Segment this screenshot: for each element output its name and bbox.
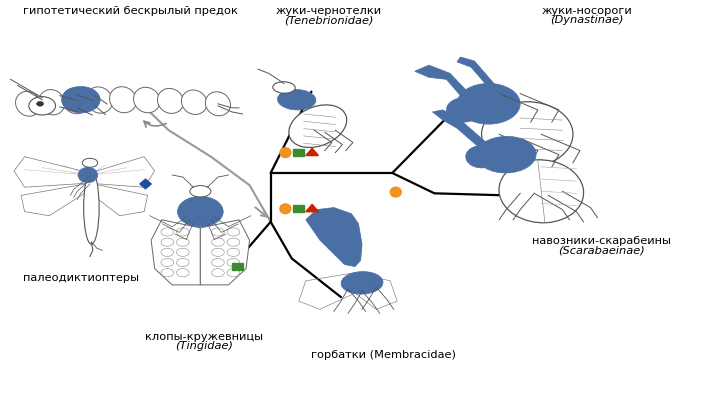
Ellipse shape	[157, 88, 183, 114]
Text: клопы-кружевницы: клопы-кружевницы	[145, 332, 263, 342]
Ellipse shape	[482, 102, 573, 167]
Ellipse shape	[273, 82, 295, 93]
Ellipse shape	[280, 204, 291, 214]
Text: жуки-носороги: жуки-носороги	[541, 6, 633, 16]
FancyBboxPatch shape	[293, 206, 304, 212]
Ellipse shape	[205, 92, 231, 116]
Text: горбатки (Membracidae): горбатки (Membracidae)	[311, 350, 456, 360]
Ellipse shape	[289, 105, 347, 147]
Ellipse shape	[280, 148, 291, 158]
Ellipse shape	[15, 92, 41, 116]
Text: палеодиктиоптеры: палеодиктиоптеры	[22, 273, 139, 283]
Text: (Tingidae): (Tingidae)	[175, 341, 233, 351]
Ellipse shape	[86, 87, 112, 113]
Ellipse shape	[62, 86, 101, 113]
Text: (Tenebrionidae): (Tenebrionidae)	[284, 15, 374, 25]
Ellipse shape	[37, 101, 44, 106]
Text: (Dynastinae): (Dynastinae)	[550, 15, 624, 25]
Ellipse shape	[134, 87, 160, 113]
Ellipse shape	[446, 98, 482, 122]
Ellipse shape	[39, 90, 65, 115]
Text: гипотетический бескрылый предок: гипотетический бескрылый предок	[22, 6, 238, 16]
Polygon shape	[140, 179, 151, 189]
Ellipse shape	[466, 146, 498, 168]
Polygon shape	[415, 65, 467, 96]
Polygon shape	[200, 220, 250, 285]
Polygon shape	[306, 208, 362, 267]
Ellipse shape	[29, 97, 56, 115]
Ellipse shape	[110, 87, 136, 113]
Ellipse shape	[63, 88, 89, 114]
Ellipse shape	[78, 167, 98, 183]
Ellipse shape	[181, 90, 207, 114]
Ellipse shape	[84, 171, 99, 244]
Ellipse shape	[82, 158, 98, 167]
Polygon shape	[457, 57, 496, 88]
Ellipse shape	[390, 187, 401, 197]
Ellipse shape	[278, 90, 316, 110]
Text: жуки-чернотелки: жуки-чернотелки	[276, 6, 382, 16]
Polygon shape	[151, 220, 200, 285]
Polygon shape	[432, 110, 489, 147]
Ellipse shape	[341, 271, 383, 294]
Text: (Scarabaeinae): (Scarabaeinae)	[557, 245, 645, 255]
Ellipse shape	[190, 186, 211, 197]
Polygon shape	[306, 148, 318, 155]
Ellipse shape	[457, 83, 520, 124]
FancyBboxPatch shape	[232, 263, 243, 270]
Text: навозники-скарабеины: навозники-скарабеины	[531, 236, 671, 246]
Polygon shape	[306, 204, 318, 212]
Ellipse shape	[499, 160, 583, 223]
FancyBboxPatch shape	[293, 149, 304, 156]
Ellipse shape	[177, 197, 224, 227]
Ellipse shape	[476, 136, 536, 173]
